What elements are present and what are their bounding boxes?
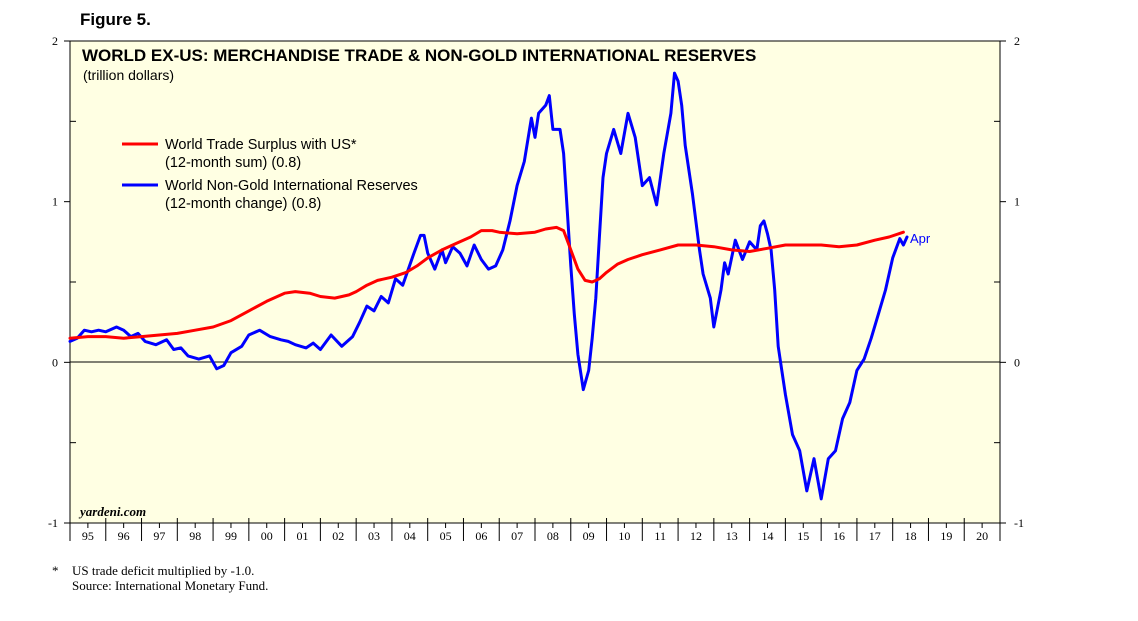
x-tick-label: 96 [118,529,130,543]
y-tick-label-left: 2 [52,34,58,48]
x-tick-label: 20 [976,529,988,543]
end-label: Apr [910,231,931,246]
x-tick-label: 03 [368,529,380,543]
x-tick-label: 04 [404,529,416,543]
chart: -1 -10 01 12 295 96 97 98 99 00 01 02 03 04 05 06 07 08 09… [48,34,1024,543]
legend-label-reserves: World Non-Gold International Reserves [165,178,418,194]
figure-label: Figure 5. [80,10,151,29]
x-tick-label: 99 [225,529,237,543]
legend-sublabel-trade: (12-month sum) (0.8) [165,155,301,171]
chart-title: WORLD EX-US: MERCHANDISE TRADE & NON-GOL… [82,46,756,65]
x-tick-label: 98 [189,529,201,543]
x-tick-label: 00 [261,529,273,543]
x-tick-label: 06 [475,529,487,543]
x-tick-label: 07 [511,529,523,543]
y-tick-label-left: 0 [52,355,58,369]
watermark: yardeni.com [78,504,146,519]
x-tick-label: 10 [618,529,630,543]
x-tick-label: 17 [869,529,881,543]
x-tick-label: 14 [762,529,774,543]
x-tick-label: 05 [440,529,452,543]
legend-label-trade: World Trade Surplus with US* [165,137,357,153]
x-tick-label: 08 [547,529,559,543]
x-tick-label: 95 [82,529,94,543]
legend: World Trade Surplus with US* (12-month s… [122,137,418,212]
x-tick-label: 19 [940,529,952,543]
legend-sublabel-reserves: (12-month change) (0.8) [165,196,321,212]
footnote-marker: * [52,563,59,578]
plot-area [69,40,1001,524]
x-tick-label: 16 [833,529,845,543]
footnotes: * US trade deficit multiplied by -1.0. S… [52,563,268,593]
x-tick-label: 02 [332,529,344,543]
footnote-text: US trade deficit multiplied by -1.0. [72,563,255,578]
y-tick-label-left: -1 [48,516,58,530]
series-line-trade [68,225,905,340]
x-tick-label: 09 [583,529,595,543]
x-tick-label: 11 [654,529,666,543]
x-tick-label: 12 [690,529,702,543]
y-tick-label-right: 2 [1014,34,1020,48]
x-tick-label: 13 [726,529,738,543]
chart-subtitle: (trillion dollars) [83,67,174,83]
source-text: Source: International Monetary Fund. [72,578,269,593]
y-tick-label-left: 1 [52,195,58,209]
x-tick-label: 18 [905,529,917,543]
x-tick-label: 01 [297,529,309,543]
y-tick-label-right: 1 [1014,195,1020,209]
x-tick-label: 97 [153,529,165,543]
y-tick-label-right: -1 [1014,516,1024,530]
y-tick-label-right: 0 [1014,355,1020,369]
x-tick-label: 15 [797,529,809,543]
